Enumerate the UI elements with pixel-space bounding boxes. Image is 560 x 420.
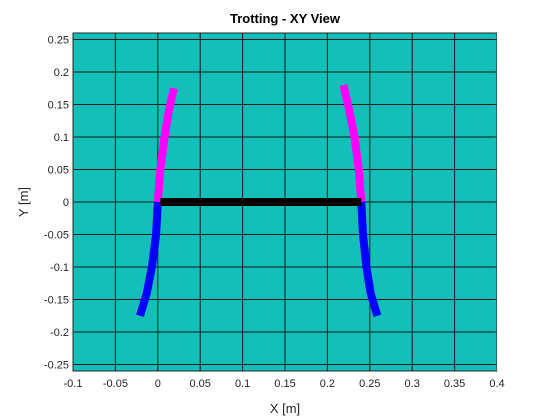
x-tick-label: 0.4 xyxy=(489,378,504,390)
y-axis-label: Y [m] xyxy=(16,187,31,217)
series-line xyxy=(339,84,366,203)
y-tick-label: 0.2 xyxy=(54,67,69,79)
x-tick-label: 0.05 xyxy=(189,378,210,390)
y-tick-label: 0.15 xyxy=(48,100,69,112)
y-tick-label: -0.1 xyxy=(50,262,69,274)
x-tick-label: -0.05 xyxy=(103,378,128,390)
x-tick-label: 0.1 xyxy=(235,378,250,390)
x-tick-label: 0.35 xyxy=(444,378,465,390)
series-line xyxy=(357,201,382,317)
y-tick-label: 0 xyxy=(63,197,69,209)
y-tick-label: -0.05 xyxy=(44,230,69,242)
x-axis-ticks: -0.1 -0.05 0 0.05 0.1 0.15 0.2 0.25 0.3 0.35 0.4 xyxy=(64,33,505,390)
x-tick-label: 0.15 xyxy=(274,378,295,390)
y-tick-label: 0.25 xyxy=(48,35,69,47)
colorbar-edge xyxy=(497,33,500,371)
y-tick-label: -0.15 xyxy=(44,295,69,307)
series-line xyxy=(153,87,178,203)
y-tick-label: 0.1 xyxy=(54,132,69,144)
chart-title: Trotting - XY View xyxy=(230,11,341,26)
x-axis-label: X [m] xyxy=(270,401,300,416)
x-tick-label: 0.2 xyxy=(320,378,335,390)
series-line xyxy=(136,201,162,317)
x-tick-label: 0.25 xyxy=(359,378,380,390)
y-tick-label: -0.2 xyxy=(50,327,69,339)
data-series xyxy=(136,84,382,317)
y-tick-label: 0.05 xyxy=(48,165,69,177)
x-tick-label: -0.1 xyxy=(64,378,83,390)
y-axis-ticks: -0.25 -0.2 -0.15 -0.1 -0.05 0 0.05 0.1 0.15 0.2 0.… xyxy=(44,35,497,372)
y-tick-label: -0.25 xyxy=(44,360,69,372)
x-tick-label: 0.3 xyxy=(405,378,420,390)
x-tick-label: 0 xyxy=(155,378,161,390)
